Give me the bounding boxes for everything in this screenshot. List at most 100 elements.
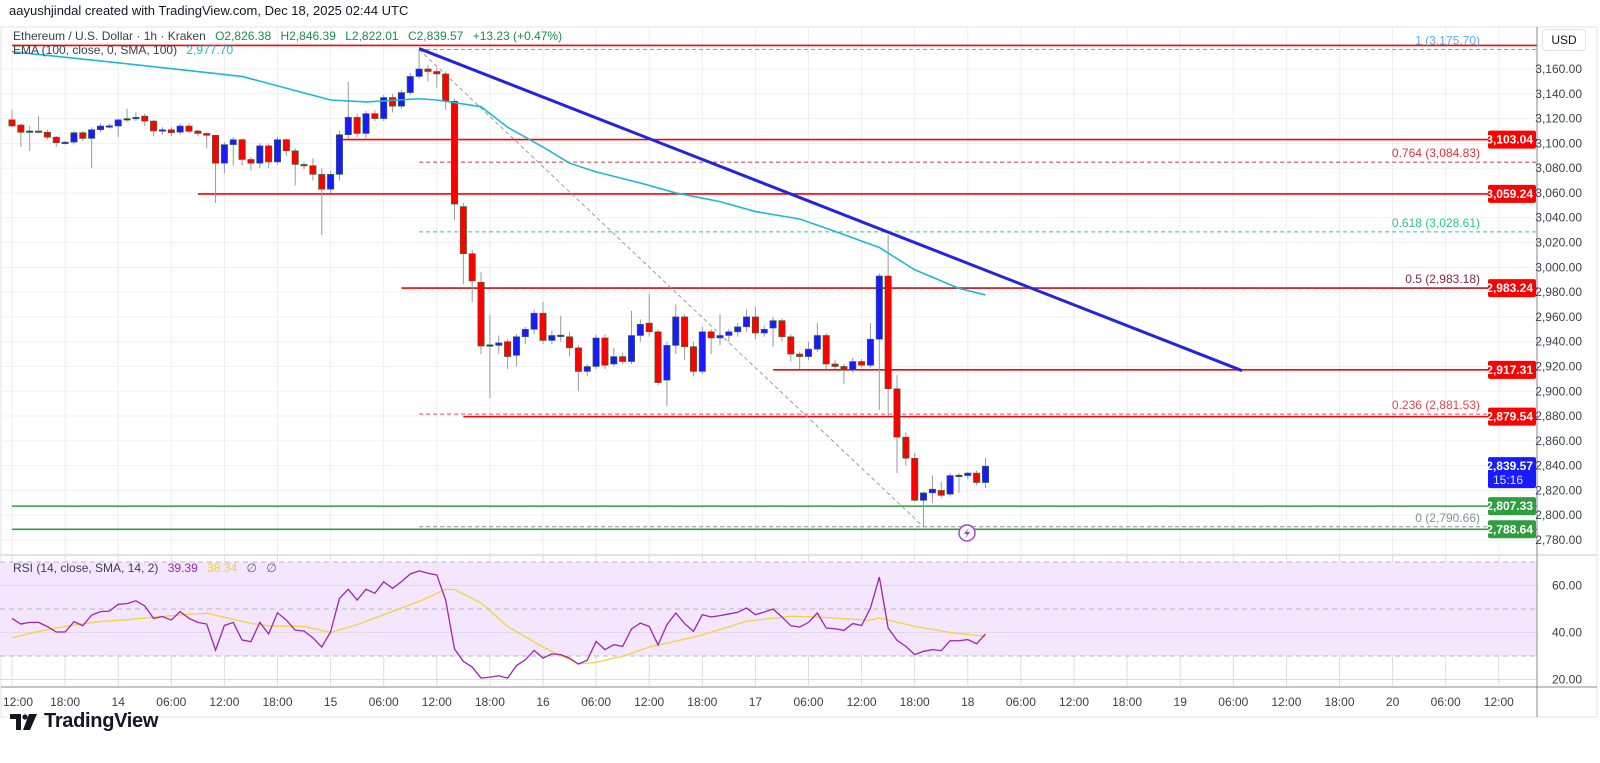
time-tick-label: 16 (536, 695, 550, 709)
price-tags: 3,103.04 3,059.24 2,983.24 2,917.31 2,879.54… (1486, 130, 1536, 539)
fib-level-label: 0.764 (3,084.83) (1392, 146, 1480, 160)
candle-body (804, 348, 812, 357)
candle (973, 470, 981, 486)
candle (689, 341, 697, 377)
ema-label[interactable]: EMA (100, close, 0, SMA, 100) (13, 43, 178, 57)
candle (79, 130, 87, 141)
candle (743, 309, 751, 332)
candle (911, 453, 919, 502)
price-tick-label: 2,860.00 (1535, 434, 1582, 448)
price-tick-label: 3,120.00 (1535, 112, 1582, 126)
trendline[interactable] (418, 47, 1243, 373)
candle (981, 457, 989, 488)
candle (946, 473, 954, 497)
candle-body (158, 129, 166, 132)
candle-body (8, 119, 16, 127)
price-tick-label: 2,900.00 (1535, 384, 1582, 398)
time-tick-label: 18:00 (1324, 695, 1354, 709)
price-tick-label: 2,840.00 (1535, 459, 1582, 473)
candle-body (672, 316, 680, 346)
candle-body (689, 346, 697, 372)
candle-body (256, 145, 264, 164)
time-tick-label: 14 (112, 695, 126, 709)
candle (787, 334, 795, 362)
fib-level-label: 1 (3,175.70) (1415, 34, 1480, 48)
price-tag-label: 3,103.04 (1486, 133, 1533, 147)
candle (88, 127, 96, 169)
candle-body (946, 475, 954, 495)
candle (265, 143, 273, 169)
candle-body (964, 472, 972, 476)
time-tick-label: 15 (324, 695, 338, 709)
time-tick-label: 19 (1174, 695, 1188, 709)
candle-body (831, 363, 839, 367)
candle-body (389, 97, 397, 107)
candle-body (920, 492, 928, 501)
candle (256, 143, 264, 169)
candle-body (459, 206, 467, 254)
price-tick-label: 3,160.00 (1535, 62, 1582, 76)
time-tick-label: 06:00 (581, 695, 611, 709)
drawings[interactable]: 1 (3,175.70) 0.764 (3,084.83) 0.618 (3,028… (12, 34, 1537, 531)
candle-body (937, 490, 945, 496)
candle-body (185, 125, 193, 132)
candle-body (698, 331, 706, 372)
candle-body (79, 132, 87, 139)
time-tick-label: 12:00 (634, 695, 664, 709)
rsi-value: 39.39 (167, 561, 198, 575)
candle-body (282, 139, 290, 152)
candle (424, 65, 432, 82)
fib-level-label: 0.5 (2,983.18) (1405, 272, 1480, 286)
rsi-legend[interactable]: RSI (14, close, SMA, 14, 2) 39.39 38.34 … (13, 561, 283, 575)
tradingview-logo[interactable]: TradingView (10, 710, 158, 733)
rsi-pane (0, 561, 1537, 680)
candle-body (335, 134, 343, 175)
candle (707, 329, 715, 355)
lightning-icon[interactable] (958, 524, 976, 542)
price-tag-label: 2,788.64 (1486, 522, 1533, 536)
candle-body (433, 71, 441, 75)
rsi-sma-value: 38.34 (207, 561, 238, 575)
time-tick-label: 12:00 (847, 695, 877, 709)
candle (716, 314, 724, 346)
candle (203, 132, 211, 149)
candle (406, 72, 414, 96)
candle-body (273, 139, 281, 163)
candle (362, 111, 370, 139)
tradingview-logo-icon (10, 713, 37, 730)
axes[interactable]: 3,160.00 3,140.00 3,120.00 3,100.00 3,080.00… (3, 62, 1582, 709)
candle-body (840, 366, 848, 371)
candle-body (468, 253, 476, 282)
ema-legend[interactable]: EMA (100, close, 0, SMA, 100) 2,977.70 (13, 43, 239, 57)
time-tick-label: 12:00 (422, 695, 452, 709)
price-tag (1488, 184, 1536, 203)
candle (105, 123, 113, 129)
candle (504, 339, 512, 369)
candle-body (212, 135, 220, 164)
candle-body (450, 100, 458, 205)
candle-body (194, 130, 202, 134)
candle (610, 347, 618, 367)
price-tick-label: 3,040.00 (1535, 211, 1582, 225)
candle-body (592, 337, 600, 367)
candle-body (973, 472, 981, 483)
time-tick-label: 06:00 (369, 695, 399, 709)
candle (884, 235, 892, 417)
symbol-name[interactable]: Ethereum / U.S. Dollar · 1h · Kraken (13, 29, 206, 43)
candle (601, 334, 609, 369)
fib-trend-line[interactable] (418, 49, 924, 528)
candle (831, 360, 839, 369)
candle-body (203, 133, 211, 136)
symbol-legend[interactable]: Ethereum / U.S. Dollar · 1h · Kraken O2,… (13, 29, 568, 43)
price-change: +13.23 (+0.47%) (472, 29, 563, 43)
ema-value: 2,977.70 (186, 43, 234, 57)
candles (8, 49, 989, 527)
rsi-label[interactable]: RSI (14, close, SMA, 14, 2) (13, 561, 159, 575)
candle (804, 341, 812, 361)
candle (769, 316, 777, 347)
candle (371, 109, 379, 122)
currency-button[interactable]: USD (1542, 29, 1586, 51)
candle (566, 331, 574, 357)
candle (212, 134, 220, 203)
